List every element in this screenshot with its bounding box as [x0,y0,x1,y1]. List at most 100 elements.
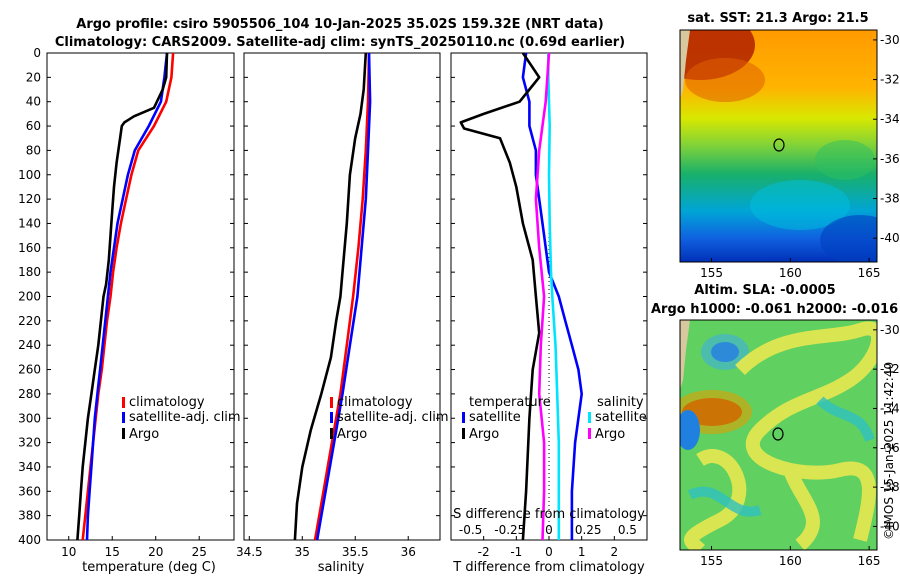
map-y-tick-label: -32 [880,73,900,87]
legend-label-argo: Argo [129,427,159,442]
sst-map-title: sat. SST: 21.3 Argo: 21.5 [687,11,868,26]
x-tick-label: -2 [478,545,490,559]
legend-swatch-satellite [122,412,125,423]
plot-frame [243,52,441,541]
y-tick-label: 100 [18,168,41,182]
x-tick-label: -1 [510,545,522,559]
difference-panel: -2 -1 0 1 2 -0.5 -0.25 0 0.25 0.5 [450,52,648,559]
y-tick-label: 120 [18,192,41,206]
y-tick-label: 20 [26,70,41,84]
series-line-climatology [313,52,371,541]
salinity-panel: 34.5 35 35.5 36 [236,52,441,559]
salinity-legend: climatology satellite-adj. clim Argo [330,395,449,442]
map-y-tick-label: -30 [880,33,900,47]
sst-map-frame [679,29,878,263]
map-x-tick-label: 160 [779,266,802,280]
legend-title-temperature: temperature [469,395,551,410]
x-tick-label: 20 [148,545,163,559]
y-tick-label: 220 [18,314,41,328]
map-y-tick-label: -30 [880,323,900,337]
y-tick-label: 60 [26,119,41,133]
sla-map-title-1: Altim. SLA: -0.0005 [694,283,835,298]
y-tick-label: 260 [18,363,41,377]
x-tick-label: 15 [105,545,120,559]
legend-swatch-t-argo [462,428,465,439]
x-tick-label: 2 [611,545,619,559]
map-x-tick-label: 155 [700,554,723,568]
sla-low-patch [680,410,700,450]
argo-location-marker [772,427,784,441]
y-tick-label: 200 [18,290,41,304]
figure-title-line2: Climatology: CARS2009. Satellite-adj cli… [55,35,625,50]
map-x-tick-label: 155 [700,266,723,280]
temperature-legend: climatology satellite-adj. clim Argo [122,395,241,442]
y-tick-label: 160 [18,241,41,255]
legend-label-satellite: satellite-adj. clim [129,410,241,425]
legend-label-climatology: climatology [337,395,413,410]
difference-temperature-legend: temperature satellite Argo [462,395,551,442]
x-tick-label: 35.5 [342,545,369,559]
series-line-t-satellite [521,52,584,540]
legend-swatch-t-satellite [462,412,465,423]
series-line-s-argo [534,52,551,541]
temperature-xlabel: temperature (deg C) [82,560,216,575]
legend-swatch-argo [122,428,125,439]
series-line-satellite-adj-clim [315,52,372,541]
top-x-tick-label: 0.25 [575,523,602,537]
legend-swatch-satellite [330,412,333,423]
figure-title-line1: Argo profile: csiro 5905506_104 10-Jan-2… [76,17,603,32]
series-line-argo [76,52,169,541]
legend-label-t-argo: Argo [469,427,499,442]
y-tick-label: 380 [18,509,41,523]
legend-swatch-argo [330,428,333,439]
difference-xlabel: T difference from climatology [452,560,645,575]
y-tick-label: 140 [18,216,41,230]
y-tick-label: 80 [26,143,41,157]
sst-map: sat. SST: 21.3 Argo: 21.5 155 160 165 -30 -3… [679,11,900,280]
sst-cool-patch [750,180,850,230]
sla-low-patch [701,334,749,370]
sla-map-title-2: Argo h1000: -0.061 h2000: -0.016 [651,302,898,317]
y-tick-label: 360 [18,484,41,498]
y-tick-label: 40 [26,95,41,109]
x-tick-label: 35 [295,545,310,559]
y-tick-label: 320 [18,436,41,450]
top-x-tick-label: -0.25 [494,523,525,537]
x-tick-label: 25 [192,545,207,559]
y-tick-label: 280 [18,387,41,401]
map-y-tick-label: -32 [880,362,900,376]
series-line-argo [293,52,368,541]
sst-warm-patch [685,58,765,102]
y-tick-label: 340 [18,460,41,474]
sla-trough [687,396,875,517]
sla-map: Altim. SLA: -0.0005 Argo h1000: -0.061 h… [651,283,900,568]
top-x-tick-label: -0.5 [459,523,482,537]
top-x-tick-label: 0.5 [618,523,637,537]
legend-title-salinity: salinity [597,395,644,410]
x-tick-label: 10 [61,545,76,559]
plot-frame [46,52,235,541]
legend-label-s-argo: Argo [595,427,625,442]
legend-label-s-satellite: satellite [595,410,647,425]
map-y-tick-label: -36 [880,152,900,166]
sla-map-frame [679,319,878,551]
legend-label-argo: Argo [337,427,367,442]
y-tick-label: 400 [18,533,41,547]
y-tick-label: 300 [18,411,41,425]
series-line-s-satellite [546,53,561,540]
legend-swatch-s-argo [588,428,591,439]
top-x-tick-label: 0 [545,523,553,537]
sst-cool-patch [820,215,877,262]
series-line-satellite-adj-clim [85,52,169,541]
salinity-xlabel: salinity [318,560,365,575]
map-y-tick-label: -34 [880,401,900,415]
imos-watermark: ©IMOS 15-Jan-2025 11:42:40 [882,362,896,540]
map-x-tick-label: 165 [858,554,881,568]
legend-swatch-s-satellite [588,412,591,423]
y-tick-label: 0 [33,46,41,60]
y-tick-label: 240 [18,338,41,352]
x-tick-label: 36 [401,545,416,559]
sst-land-coast [680,30,690,100]
x-tick-label: 1 [578,545,586,559]
map-x-tick-label: 165 [858,266,881,280]
